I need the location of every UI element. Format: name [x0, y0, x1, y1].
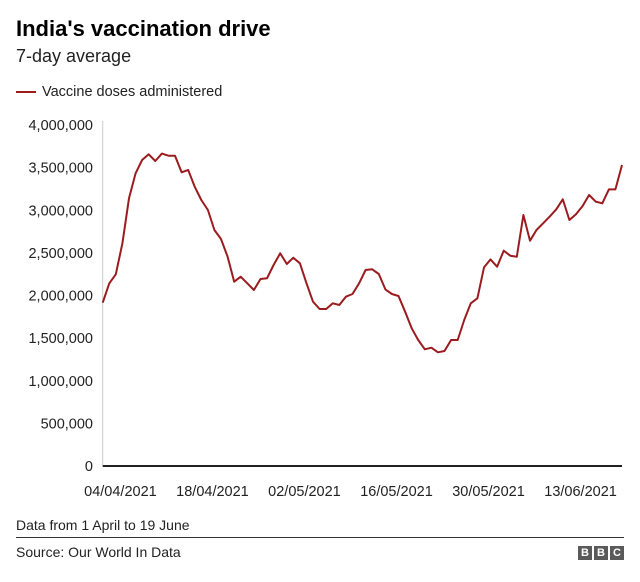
- series-line-vaccine-doses: [101, 152, 623, 354]
- legend: Vaccine doses administered: [16, 84, 222, 100]
- y-tick-label: 1,500,000: [28, 331, 93, 347]
- x-tick-label: 02/05/2021: [268, 484, 341, 500]
- y-tick-label: 500,000: [41, 416, 93, 432]
- y-tick-label: 3,000,000: [28, 203, 93, 219]
- y-tick-label: 3,500,000: [28, 161, 93, 177]
- x-tick-label: 13/06/2021: [544, 484, 617, 500]
- y-tick-label: 1,000,000: [28, 374, 93, 390]
- legend-label: Vaccine doses administered: [42, 84, 223, 100]
- x-tick-label: 30/05/2021: [452, 484, 525, 500]
- x-tick-label: 04/04/2021: [84, 484, 157, 500]
- y-tick-label: 2,500,000: [28, 246, 93, 262]
- x-tick-label: 18/04/2021: [176, 484, 249, 500]
- y-tick-label: 4,000,000: [28, 118, 93, 134]
- footer-divider: [16, 537, 624, 538]
- chart-title: India's vaccination drive: [16, 16, 271, 41]
- x-tick-label: 16/05/2021: [360, 484, 433, 500]
- y-tick-label: 2,000,000: [28, 289, 93, 305]
- source-text: Source: Our World In Data: [16, 544, 181, 560]
- y-tick-label: 0: [85, 459, 93, 475]
- legend-swatch: [16, 91, 36, 93]
- data-note: Data from 1 April to 19 June: [16, 517, 190, 533]
- chart-subtitle: 7-day average: [16, 46, 132, 66]
